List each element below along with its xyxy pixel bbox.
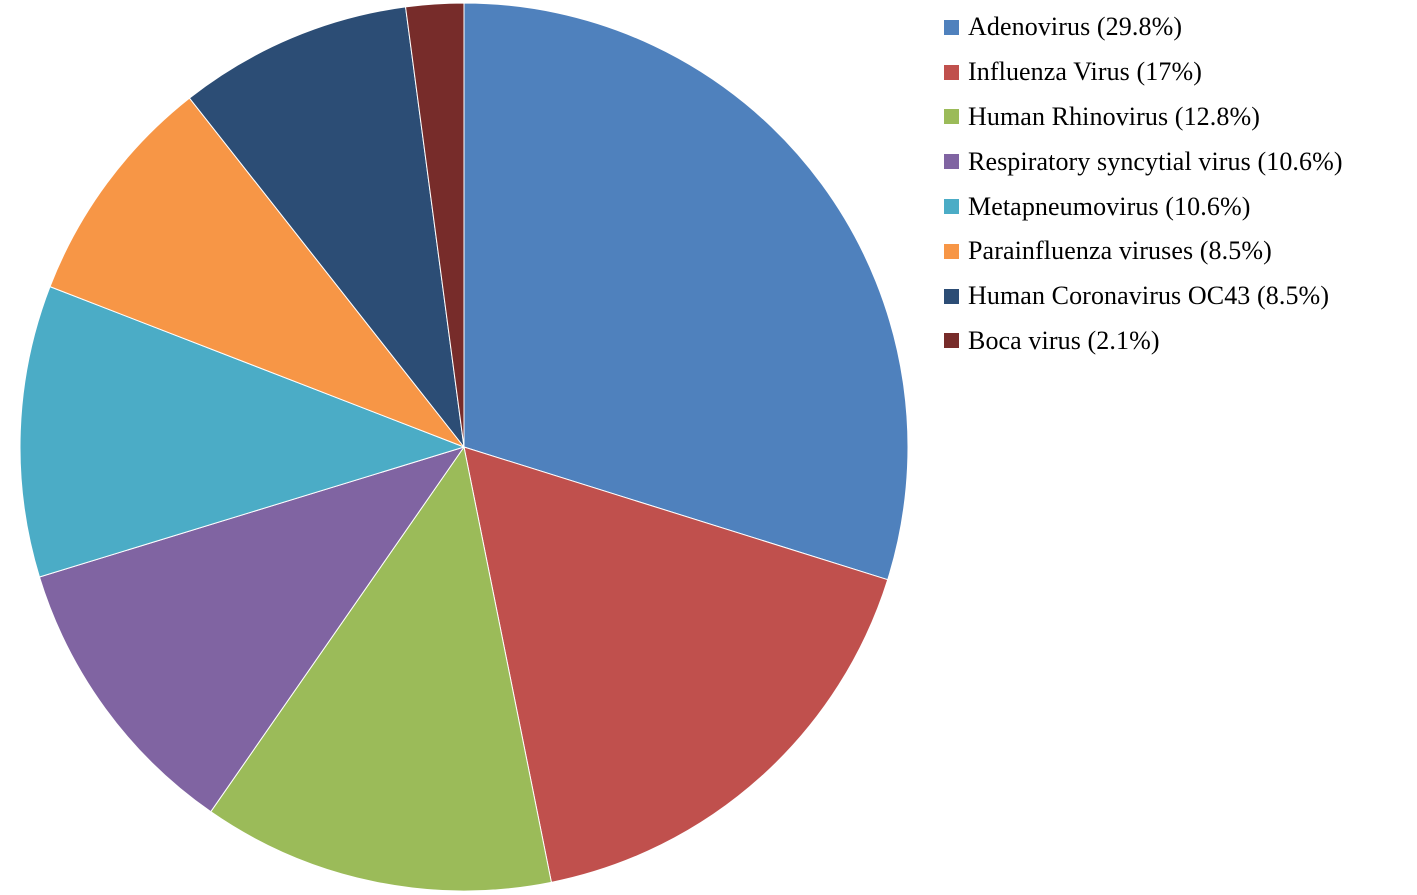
legend-label: Metapneumovirus (10.6%) [968,191,1251,221]
legend-item: Parainfluenza viruses (8.5%) [944,229,1343,274]
legend-label: Parainfluenza viruses (8.5%) [968,236,1272,266]
legend-swatch [944,243,959,259]
pie-slices [19,2,909,892]
legend-swatch [944,333,959,349]
legend-swatch [944,64,959,80]
legend-swatch [944,288,959,304]
pie-slice-4 [19,286,465,578]
legend-label: Boca virus (2.1%) [968,325,1160,355]
legend-item: Respiratory syncytial virus (10.6%) [944,139,1343,184]
legend-item: Influenza Virus (17%) [944,50,1343,95]
pie-slice-3 [38,446,465,813]
pie-slice-7 [405,2,465,448]
legend-label: Influenza Virus (17%) [968,57,1202,87]
legend-label: Human Coronavirus OC43 (8.5%) [968,281,1330,311]
legend-swatch [944,154,959,170]
pie-chart [19,2,909,892]
legend-label: Respiratory syncytial virus (10.6%) [968,146,1343,176]
legend-item: Metapneumovirus (10.6%) [944,184,1343,229]
legend-item: Adenovirus (29.8%) [944,5,1343,50]
pie-slice-2 [210,446,552,892]
legend-item: Boca virus (2.1%) [944,319,1343,364]
legend-item: Human Rhinovirus (12.8%) [944,95,1343,140]
legend-item: Human Coronavirus OC43 (8.5%) [944,274,1343,319]
pie-slice-1 [463,446,889,883]
pie-slice-0 [463,2,909,581]
legend-swatch [944,109,959,125]
pie-slice-5 [49,97,465,448]
legend-label: Adenovirus (29.8%) [968,12,1183,42]
pie-slice-6 [188,6,465,448]
legend-swatch [944,199,959,215]
legend-label: Human Rhinovirus (12.8%) [968,101,1260,131]
legend-swatch [944,19,959,35]
legend: Adenovirus (29.8%) Influenza Virus (17%) H… [944,5,1343,363]
